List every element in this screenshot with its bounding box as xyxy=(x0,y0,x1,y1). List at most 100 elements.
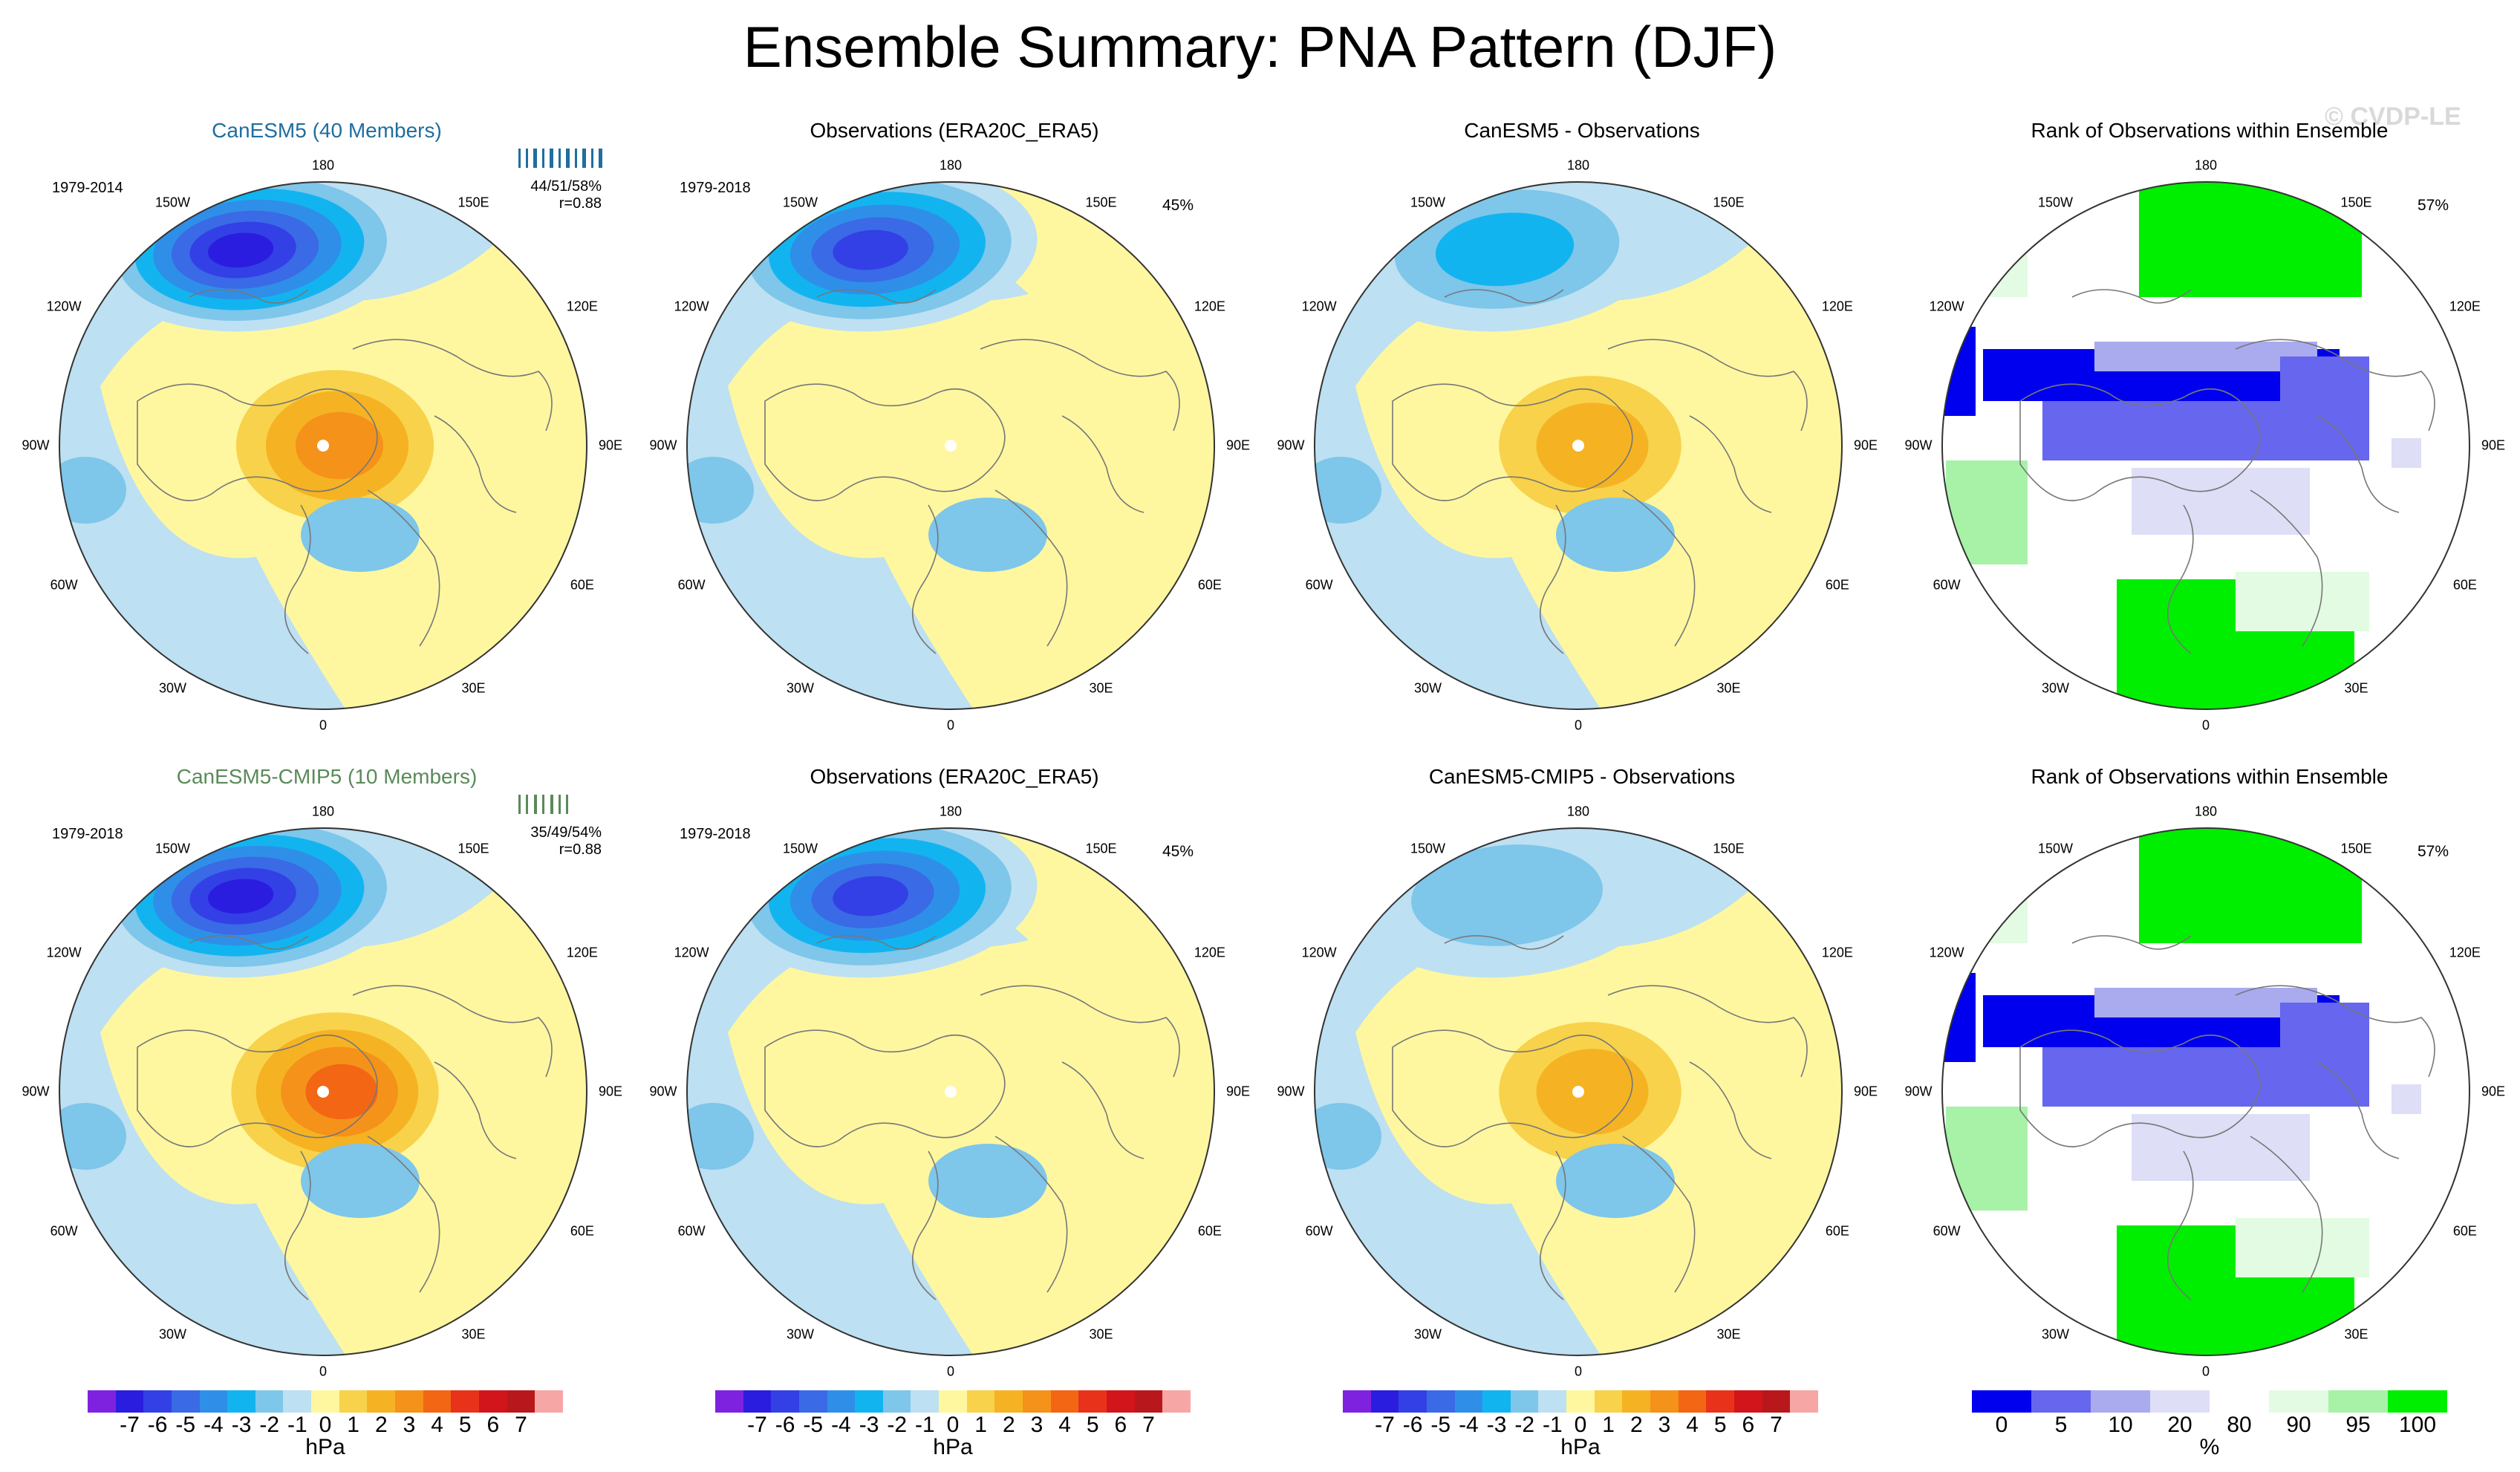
north-pole-marker xyxy=(945,440,957,452)
colorbar-swatch xyxy=(1399,1390,1427,1413)
colorbar-swatch xyxy=(1594,1390,1623,1413)
lon-label-120W: 120W xyxy=(1929,299,1964,313)
member-tick xyxy=(534,149,537,168)
member-tick xyxy=(518,795,521,814)
panel-title: Observations (ERA20C_ERA5) xyxy=(810,119,1099,142)
colorbar-swatch xyxy=(1538,1390,1567,1413)
colorbar-swatch xyxy=(1790,1390,1818,1413)
colorbar-swatch xyxy=(478,1390,507,1413)
colorbar-tick: 6 xyxy=(1742,1413,1755,1437)
variance-percent: 57% xyxy=(2418,843,2449,860)
polar-map xyxy=(686,181,1215,710)
rank-region xyxy=(2139,828,2362,943)
colorbar-swatch xyxy=(1678,1390,1707,1413)
colorbar-swatch xyxy=(1106,1390,1135,1413)
colorbar-swatch xyxy=(1650,1390,1679,1413)
colorbar-swatch xyxy=(2388,1390,2447,1413)
colorbar-swatch xyxy=(911,1390,940,1413)
colorbar-swatch xyxy=(939,1390,967,1413)
colorbar-tick: 4 xyxy=(1686,1413,1699,1437)
lon-label-90E: 90E xyxy=(1853,1084,1878,1099)
lon-label-30E: 30E xyxy=(1716,680,1741,696)
colorbar-swatch xyxy=(227,1390,255,1413)
member-tick xyxy=(541,149,544,168)
polar-map xyxy=(1941,827,2470,1356)
member-tick xyxy=(559,149,561,168)
colorbar-swatch xyxy=(423,1390,452,1413)
lon-label-90E: 90E xyxy=(1853,437,1878,453)
member-rug-plot xyxy=(512,149,605,168)
lon-label-150E: 150E xyxy=(1085,195,1117,210)
polar-map xyxy=(686,827,1215,1356)
lon-label-120W: 120W xyxy=(1929,945,1964,960)
colorbar-swatch xyxy=(88,1390,116,1413)
lon-label-60E: 60E xyxy=(570,1223,594,1238)
figure-title: Ensemble Summary: PNA Pattern (DJF) xyxy=(743,14,1777,79)
coastlines xyxy=(2019,935,2435,1300)
secondary-low-1 xyxy=(59,1103,126,1170)
lon-label-150W: 150W xyxy=(782,841,818,856)
north-pole-marker xyxy=(1572,440,1584,452)
period-label: 1979-2018 xyxy=(680,180,751,196)
member-tick xyxy=(575,149,577,168)
colorbar-tick: 100 xyxy=(2398,1413,2437,1437)
lon-label-150E: 150E xyxy=(1713,841,1745,856)
colorbar-tick: 1 xyxy=(974,1413,987,1437)
coastlines xyxy=(137,935,553,1300)
lon-label-60E: 60E xyxy=(570,577,594,592)
colorbar-swatch xyxy=(1454,1390,1483,1413)
member-tick xyxy=(590,149,593,168)
panel-title: CanESM5 - Observations xyxy=(1464,119,1700,142)
colorbar-tick: -2 xyxy=(887,1413,908,1437)
arctic-high-contour-1 xyxy=(834,995,1087,1188)
colorbar-tick: 7 xyxy=(515,1413,527,1437)
colorbar-tick: 4 xyxy=(431,1413,443,1437)
lon-label-150E: 150E xyxy=(1085,841,1117,856)
period-label: 1979-2018 xyxy=(680,826,751,842)
colorbar-swatch xyxy=(507,1390,535,1413)
lon-label-120E: 120E xyxy=(1194,299,1225,313)
colorbar-swatch xyxy=(1510,1390,1539,1413)
rank-region xyxy=(2042,1047,2325,1107)
north-pole-marker xyxy=(945,1086,957,1098)
member-tick xyxy=(550,149,553,168)
lon-label-60W: 60W xyxy=(1305,577,1333,592)
colorbar-tick: 5 xyxy=(458,1413,472,1437)
colorbar-swatch xyxy=(743,1390,772,1413)
lon-label-0: 0 xyxy=(1574,717,1583,733)
colorbar-swatch xyxy=(199,1390,228,1413)
aleutian-low-contour-2 xyxy=(1411,844,1603,946)
polar-map xyxy=(1314,827,1843,1356)
map-panel-3: CanESM5 - Observations 180 0 90W 90E 150W 150E… xyxy=(1277,119,1879,810)
colorbar-tick: -3 xyxy=(859,1413,879,1437)
colorbar-tick: 6 xyxy=(486,1413,500,1437)
lon-label-120W: 120W xyxy=(1301,945,1337,960)
pattern-correlation: r=0.88 xyxy=(559,841,602,858)
period-label: 1979-2014 xyxy=(52,180,123,196)
polar-map xyxy=(59,827,587,1356)
variance-percent: 45% xyxy=(1162,197,1194,214)
arctic-high-contour-1 xyxy=(834,349,1087,542)
colorbar-tick: -5 xyxy=(175,1413,196,1437)
colorbar-tick: 0 xyxy=(946,1413,960,1437)
aleutian-low-contour-3 xyxy=(1435,212,1575,287)
colorbar-swatch xyxy=(143,1390,172,1413)
lon-label-30E: 30E xyxy=(1089,1326,1113,1342)
member-tick xyxy=(542,795,545,814)
colorbar-swatch xyxy=(395,1390,423,1413)
arctic-high-contour-4 xyxy=(295,411,384,480)
colorbar-unit: % xyxy=(2199,1435,2220,1459)
lon-label-150E: 150E xyxy=(458,195,489,210)
member-tick xyxy=(534,795,537,814)
member-tick xyxy=(567,149,570,168)
coastlines xyxy=(137,289,553,654)
lon-label-30W: 30W xyxy=(2041,1326,2070,1342)
colorbar-tick: 2 xyxy=(374,1413,388,1437)
colorbar-swatch xyxy=(2328,1390,2388,1413)
panel-title: Rank of Observations within Ensemble xyxy=(2031,119,2389,142)
colorbar-swatch xyxy=(255,1390,284,1413)
colorbar-tick: -1 xyxy=(287,1413,307,1437)
lon-label-180: 180 xyxy=(1566,157,1590,173)
panel-title: CanESM5-CMIP5 - Observations xyxy=(1428,765,1736,788)
lon-label-30E: 30E xyxy=(1089,680,1113,696)
